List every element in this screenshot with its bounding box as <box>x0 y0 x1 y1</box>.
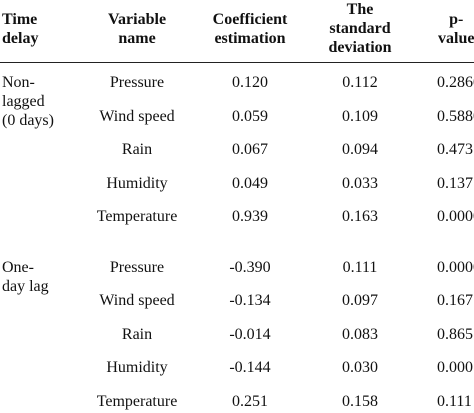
header-variable-name-line2: name <box>118 30 156 47</box>
group-label-one-day-lag-line1: One- <box>2 259 34 276</box>
table-cell-variable: Rain <box>121 326 153 343</box>
header-time-delay-line1: Time <box>2 11 38 28</box>
table-cell-p: 0.865 <box>437 326 473 343</box>
header-coefficient-line2: estimation <box>214 30 286 47</box>
table-cell-sd: 0.109 <box>342 108 378 125</box>
table-cell-variable: Wind speed <box>99 108 175 125</box>
group-label-one-day-lag: One- day lag <box>2 258 49 296</box>
header-p-value: p- value <box>438 10 474 48</box>
table-cell-coef: 0.120 <box>232 74 268 91</box>
table-cell-sd: 0.111 <box>342 259 378 276</box>
table-cell-p: 0.2860 <box>437 74 474 91</box>
table-cell-sd: 0.158 <box>342 393 378 410</box>
header-bottom-rule <box>0 62 474 63</box>
table-cell-p: 0.0000 <box>437 208 474 225</box>
table-cell-p: 0.0000 <box>437 259 474 276</box>
header-p-value-line1: p- <box>449 11 464 28</box>
table-cell-variable: Wind speed <box>99 292 175 309</box>
group-label-non-lagged-line2: lagged <box>2 93 45 110</box>
group-label-non-lagged-line3: (0 days) <box>2 112 54 129</box>
header-p-value-line2: value <box>438 30 474 47</box>
group-label-non-lagged: Non- lagged (0 days) <box>2 73 54 130</box>
header-variable-name-line1: Variable <box>107 11 167 28</box>
table-cell-variable: Humidity <box>106 175 168 192</box>
header-coefficient: Coefficient estimation <box>213 10 288 48</box>
table-cell-sd: 0.030 <box>342 359 378 376</box>
table-cell-coef: 0.939 <box>232 208 268 225</box>
table-cell-sd: 0.163 <box>342 208 378 225</box>
table-cell-variable: Humidity <box>106 359 168 376</box>
table-cell-p: 0.473 <box>437 141 473 158</box>
group-label-non-lagged-line1: Non- <box>2 74 35 91</box>
table-cell-p: 0.5880 <box>437 108 474 125</box>
table-cell-p: 0.137 <box>437 175 473 192</box>
table-cell-coef: -0.144 <box>229 359 271 376</box>
header-coefficient-line1: Coefficient <box>212 11 288 28</box>
table-cell-sd: 0.112 <box>342 74 378 91</box>
table-cell-p: 0.000 <box>437 359 473 376</box>
table-cell-coef: 0.251 <box>232 393 268 410</box>
table-cell-coef: 0.059 <box>232 108 268 125</box>
table-cell-coef: 0.067 <box>232 141 268 158</box>
header-variable-name: Variable name <box>108 10 166 48</box>
table-cell-sd: 0.033 <box>342 175 378 192</box>
table-cell-coef: 0.049 <box>232 175 268 192</box>
header-std-dev-line1: The <box>346 1 374 18</box>
table-cell-p: 0.167 <box>437 292 473 309</box>
table-cell-sd: 0.083 <box>342 326 378 343</box>
group-label-one-day-lag-line2: day lag <box>2 278 49 295</box>
table-cell-variable: Temperature <box>96 208 178 225</box>
header-std-dev: The standard deviation <box>328 0 391 57</box>
table-cell-sd: 0.094 <box>342 141 378 158</box>
header-time-delay-line2: delay <box>2 30 39 47</box>
table-cell-variable: Pressure <box>109 74 165 91</box>
header-std-dev-line2: standard <box>329 20 391 37</box>
table-cell-coef: -0.390 <box>229 259 271 276</box>
table-cell-coef: -0.134 <box>229 292 271 309</box>
header-time-delay: Time delay <box>2 10 38 48</box>
table-cell-variable: Temperature <box>96 393 178 410</box>
table-cell-p: 0.111 <box>437 393 472 410</box>
table-cell-variable: Rain <box>121 141 153 158</box>
table-cell-sd: 0.097 <box>342 292 378 309</box>
header-std-dev-line3: deviation <box>328 39 392 56</box>
table-cell-coef: -0.014 <box>229 326 271 343</box>
table-cell-variable: Pressure <box>109 259 165 276</box>
